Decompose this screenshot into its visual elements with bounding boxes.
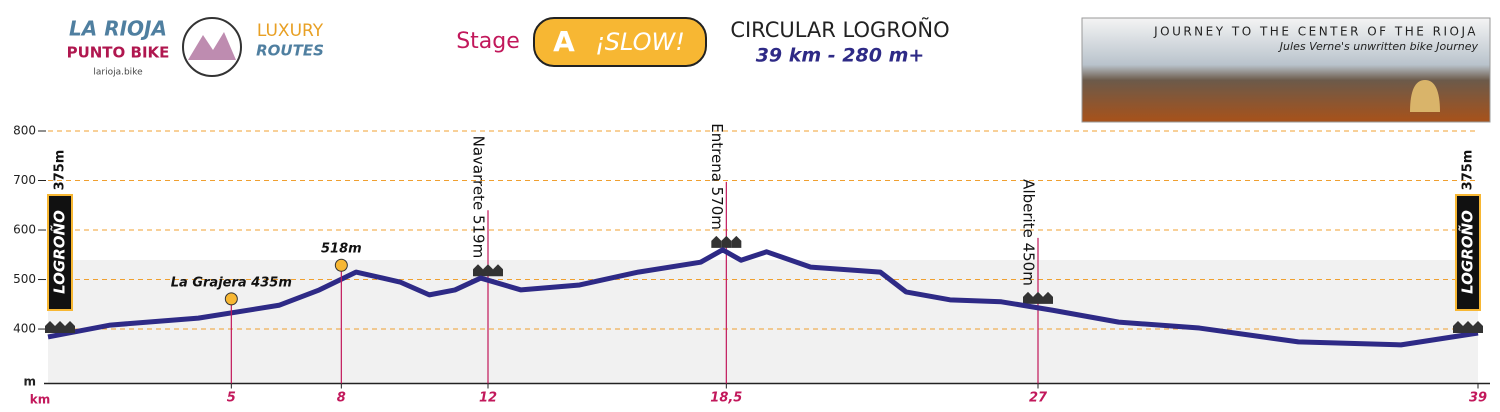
- house: [1453, 321, 1463, 333]
- town-label: Entrena 570m: [708, 123, 726, 230]
- village-icon: [711, 235, 742, 248]
- banner-stone: [1410, 80, 1440, 112]
- brand-subtitle: PUNTO BIKE: [67, 44, 170, 62]
- endpoint-elevation: 375m: [53, 150, 68, 191]
- stage-label: Stage: [456, 29, 520, 54]
- stage-mode: ¡SLOW!: [595, 28, 685, 56]
- brand-url: larioja.bike: [93, 68, 143, 78]
- pin-head: [334, 258, 348, 272]
- route-name: CIRCULAR LOGROÑO: [730, 16, 949, 42]
- village-icon: [1023, 291, 1053, 304]
- village-icon: [45, 321, 75, 333]
- house: [55, 321, 65, 333]
- endpoint-name: LOGROÑO: [50, 210, 69, 294]
- pin-head: [224, 292, 238, 306]
- luxury-label: LUXURY: [257, 21, 324, 41]
- banner-title: JOURNEY TO THE CENTER OF THE RIOJA: [1153, 25, 1478, 39]
- village-icon: [473, 264, 503, 277]
- village-icon: [1453, 321, 1483, 333]
- x-tick-label: 12: [479, 391, 497, 406]
- terrain-texture: [48, 260, 1478, 383]
- house: [65, 321, 75, 333]
- house: [711, 235, 722, 248]
- house: [1043, 291, 1053, 304]
- stage-letter: A: [553, 25, 575, 58]
- brand-logo: [182, 17, 242, 77]
- y-axis-label: m: [23, 375, 36, 389]
- y-tick-label: 700: [13, 173, 36, 187]
- elevation-line: [47, 247, 1479, 348]
- y-tick-label: 600: [13, 223, 36, 237]
- y-tick-label: 400: [13, 322, 36, 336]
- endpoint-box: [47, 194, 73, 311]
- house: [483, 264, 493, 277]
- house: [45, 321, 55, 333]
- house: [1033, 291, 1043, 304]
- house: [731, 235, 742, 248]
- house: [721, 235, 732, 248]
- banner-subtitle: Jules Verne's unwritten bike Journey: [1278, 40, 1479, 53]
- town-label: Navarrete 519m: [470, 136, 488, 259]
- y-tick-label: 800: [13, 124, 36, 138]
- pin-label: 518m: [321, 242, 362, 257]
- house: [493, 264, 503, 277]
- pin-label: La Grajera 435m: [171, 275, 292, 290]
- route-stats: 39 km - 280 m+: [756, 45, 925, 67]
- house: [1473, 321, 1483, 333]
- x-tick-label: 27: [1029, 391, 1048, 406]
- town-label: Alberite 450m: [1020, 179, 1038, 286]
- x-tick-label: 5: [227, 391, 236, 406]
- endpoint-name: LOGROÑO: [1458, 210, 1477, 294]
- endpoint-box: [1455, 194, 1481, 311]
- stage-badge: [533, 17, 707, 67]
- logo-mountains: [188, 32, 236, 60]
- endpoint-elevation: 375m: [1461, 150, 1476, 191]
- house: [473, 264, 483, 277]
- x-tick-label: 8: [337, 391, 346, 406]
- x-axis-label: km: [30, 393, 50, 407]
- house: [1023, 291, 1033, 304]
- routes-label: ROUTES: [256, 42, 324, 60]
- x-tick-label: 18,5: [710, 391, 742, 406]
- house: [1463, 321, 1473, 333]
- x-tick-label: 39: [1469, 391, 1487, 406]
- brand-title: LA RIOJA: [69, 17, 167, 41]
- y-tick-label: 500: [13, 272, 36, 286]
